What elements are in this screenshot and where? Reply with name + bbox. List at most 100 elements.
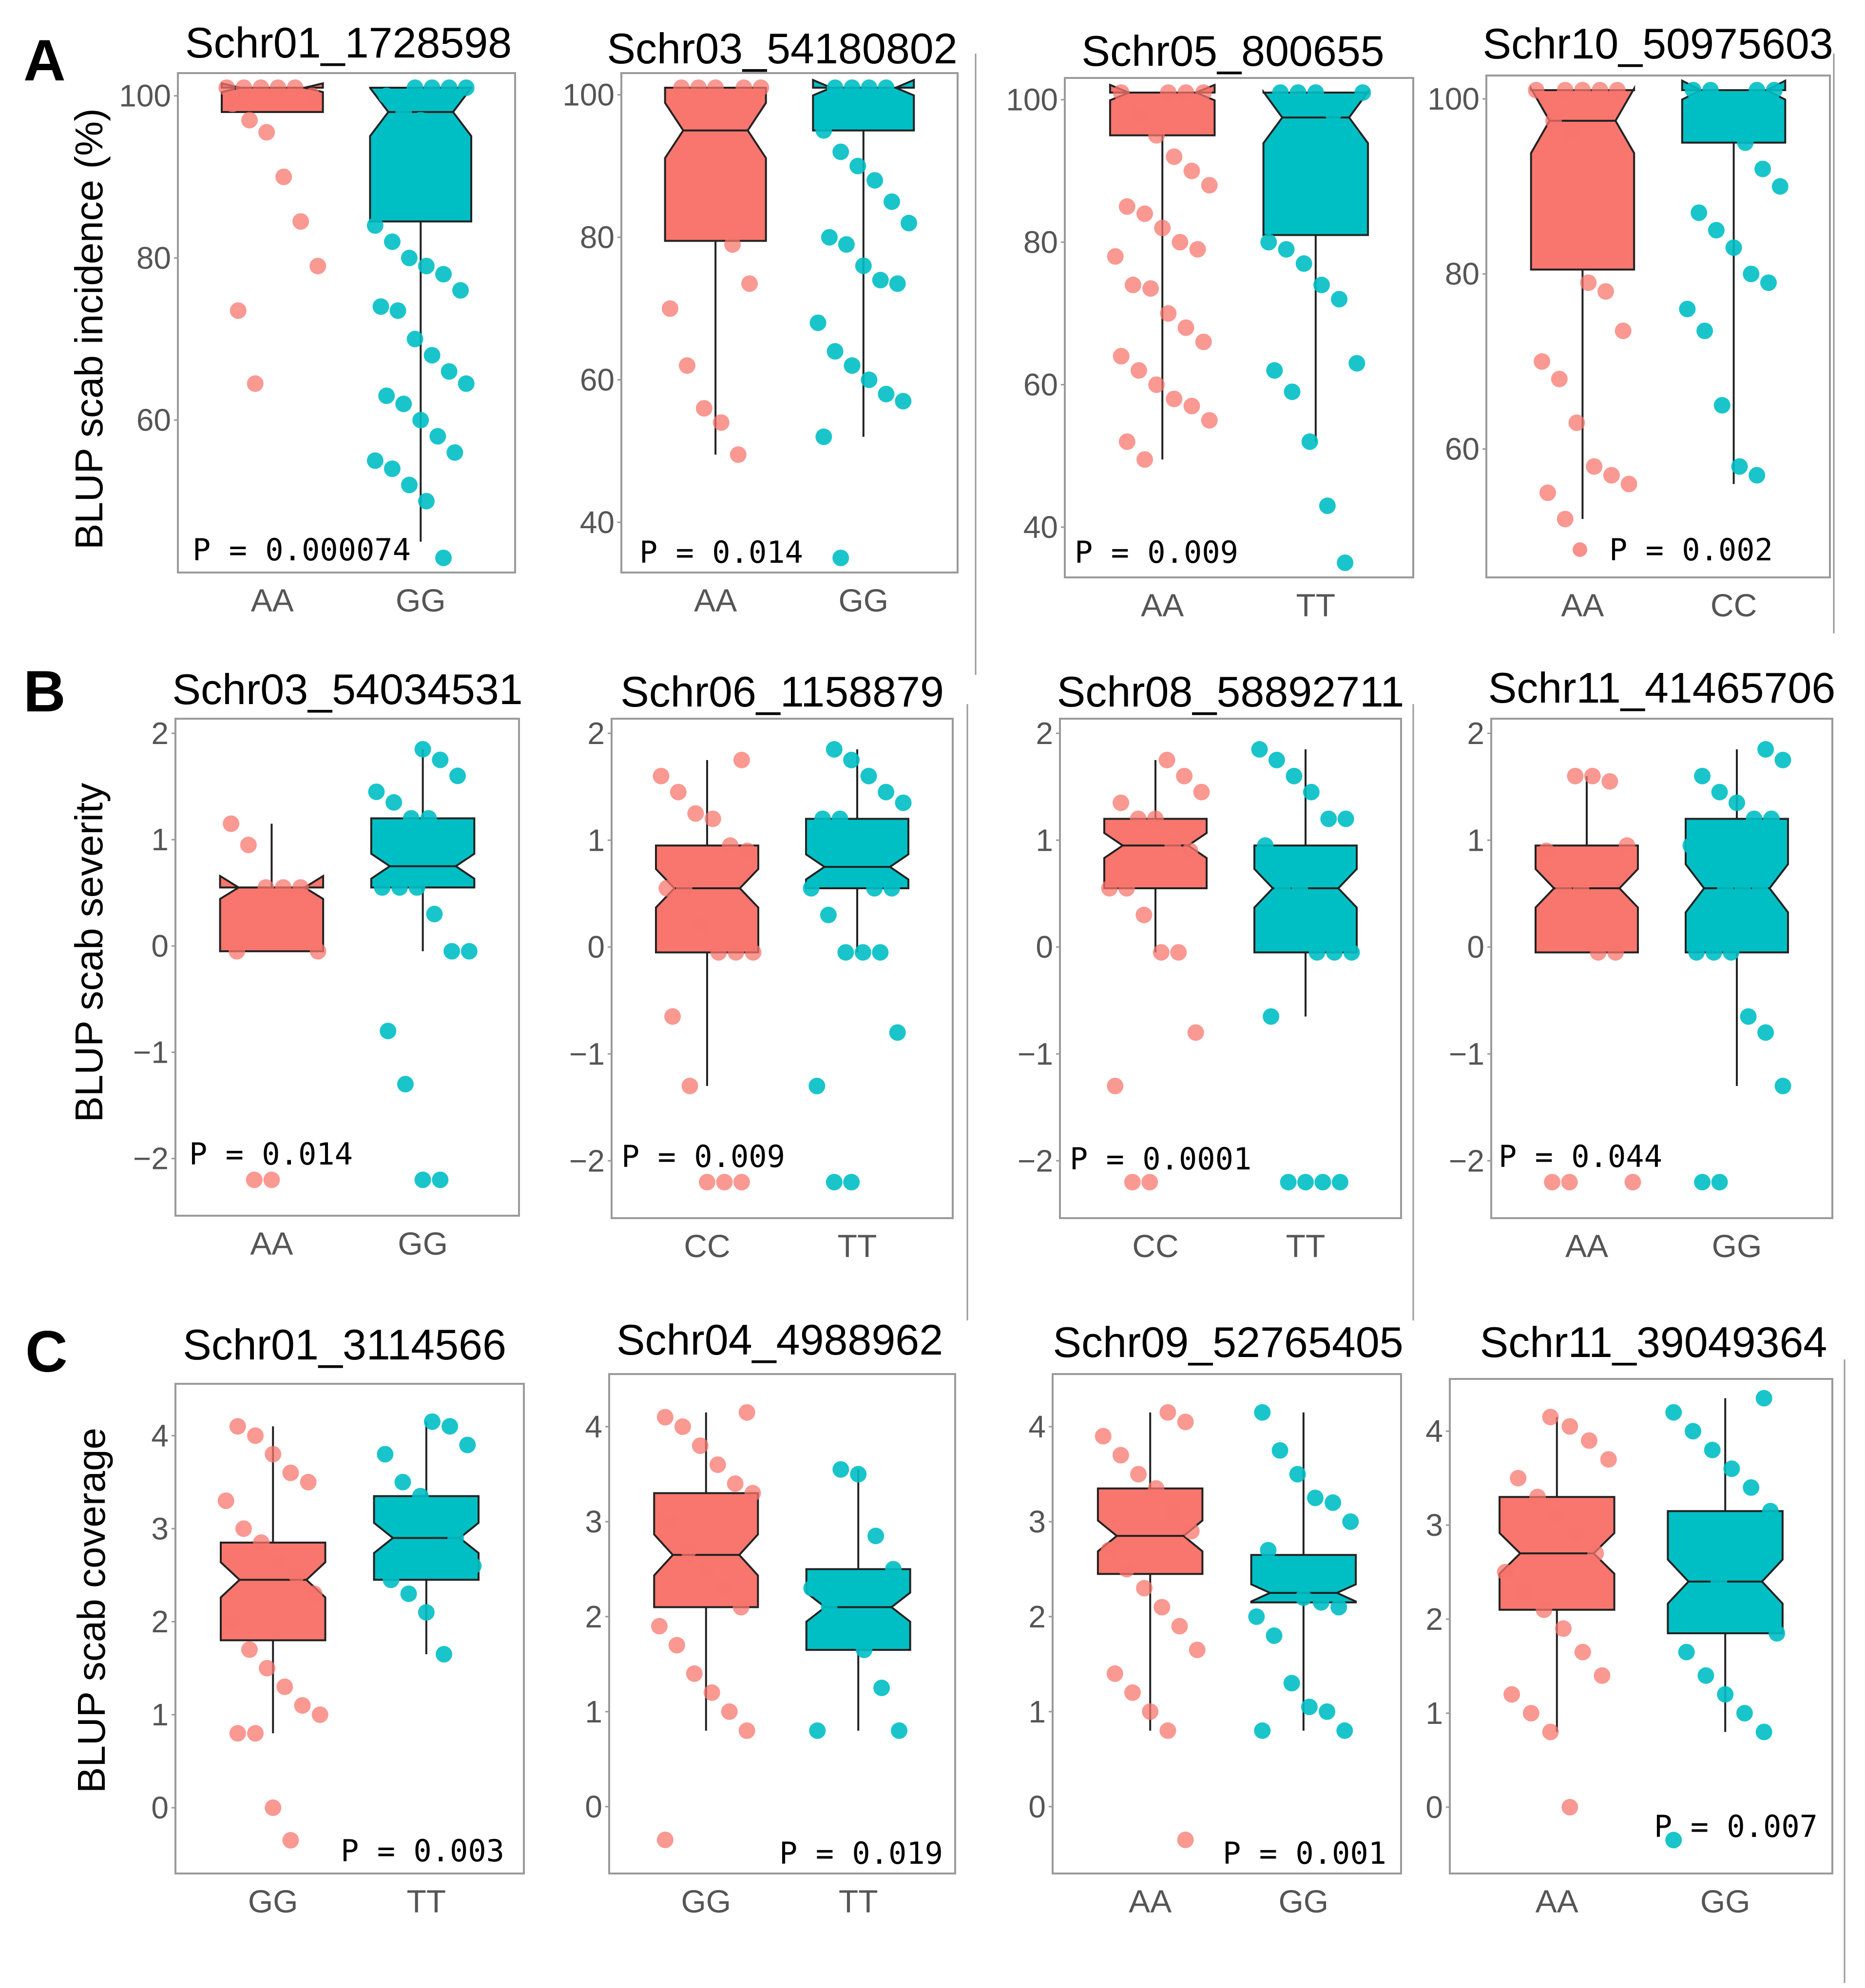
y-tick-label: 80: [580, 220, 615, 255]
data-point: [455, 842, 472, 859]
data-point: [724, 236, 741, 253]
data-point: [843, 751, 860, 768]
box: [1535, 844, 1639, 954]
data-point: [1325, 105, 1342, 122]
data-point: [1557, 82, 1574, 98]
data-point: [1160, 84, 1177, 101]
y-tick-label: 1: [1036, 822, 1053, 858]
data-point: [429, 128, 446, 145]
data-point: [1177, 84, 1194, 101]
data-point: [1124, 1684, 1141, 1701]
data-point: [1755, 1390, 1772, 1407]
data-point: [707, 79, 724, 96]
boxplot-schr03-54180802: Schr03_54180802 40 60 80 100 AA GG P = 0.014: [562, 24, 959, 618]
data-point: [1274, 880, 1291, 897]
data-point: [1697, 1667, 1714, 1684]
data-point: [1124, 1174, 1141, 1191]
data-point: [408, 879, 425, 896]
data-point: [406, 330, 423, 347]
data-point: [452, 282, 469, 299]
data-point: [1548, 1507, 1565, 1524]
data-point: [412, 1488, 429, 1505]
data-point: [1170, 944, 1187, 961]
data-point: [674, 1418, 691, 1435]
data-point: [1257, 837, 1274, 854]
data-point: [1100, 1542, 1117, 1559]
data-point: [282, 1464, 299, 1481]
plot-title: Schr08_58892711: [1057, 668, 1404, 716]
x-category-label: AA: [1561, 587, 1604, 623]
data-point: [1557, 511, 1574, 528]
data-point: [1529, 1489, 1546, 1506]
data-point: [1534, 353, 1551, 370]
box: [805, 1568, 911, 1651]
group-gg: [1682, 741, 1791, 1191]
plot-title: Schr03_54034531: [172, 665, 522, 713]
data-point: [218, 79, 235, 96]
data-point: [1665, 1832, 1682, 1849]
data-point: [1522, 1705, 1539, 1721]
data-point: [1587, 1545, 1604, 1562]
data-point: [1539, 484, 1556, 501]
data-point: [263, 1171, 280, 1188]
data-point: [675, 880, 692, 897]
data-point: [389, 302, 406, 319]
data-point: [1118, 1561, 1135, 1578]
boxplot-schr01-1728598: Schr01_1728598 60 80 100 AA GG P = 0.000074: [119, 19, 516, 618]
data-point: [259, 1660, 276, 1677]
data-point: [1154, 219, 1171, 236]
data-point: [252, 79, 269, 96]
data-point: [1172, 234, 1189, 250]
y-tick-label: −1: [133, 1035, 169, 1070]
data-point: [438, 837, 455, 854]
data-point: [1248, 1608, 1265, 1625]
data-point: [412, 412, 429, 429]
data-point: [1497, 1564, 1514, 1581]
data-point: [443, 943, 461, 960]
data-point: [712, 414, 730, 431]
p-value-label: P = 0.009: [621, 1139, 785, 1174]
data-point: [1723, 944, 1740, 961]
plot-title: Schr11_41465706: [1488, 664, 1836, 712]
y-tick-label: 3: [585, 1504, 602, 1539]
data-point: [1536, 1601, 1553, 1618]
data-point: [1297, 1174, 1314, 1191]
boxplot-schr05-800655: Schr05_800655 40 60 80 100 AA TT P = 0.009: [1006, 27, 1414, 623]
y-tick-label: 2: [585, 1599, 602, 1634]
data-point: [1266, 1627, 1283, 1644]
group-cc: [1101, 751, 1210, 1191]
box: [664, 87, 767, 242]
x-category-label: GG: [1712, 1228, 1762, 1264]
data-point: [1260, 234, 1277, 250]
y-tick-label: 100: [562, 77, 615, 113]
data-point: [1278, 241, 1295, 258]
data-point: [1171, 1618, 1188, 1635]
data-point: [275, 169, 292, 185]
data-point: [809, 1722, 826, 1739]
data-point: [374, 879, 391, 896]
data-point: [1283, 1675, 1300, 1692]
x-category-label: TT: [1296, 587, 1335, 623]
data-point: [418, 258, 435, 274]
x-category-label: AA: [694, 582, 737, 618]
data-point: [465, 1557, 482, 1574]
data-point: [1101, 880, 1118, 897]
group-gg: [217, 1418, 328, 1849]
data-point: [1343, 944, 1360, 961]
y-tick-label: 40: [1023, 510, 1058, 545]
data-point: [1289, 84, 1307, 101]
data-point: [311, 1706, 328, 1723]
plot-title: Schr06_1158879: [620, 668, 944, 716]
box: [1262, 89, 1369, 236]
data-point: [1620, 476, 1637, 493]
y-tick-label: 2: [1036, 716, 1053, 751]
data-point: [1183, 1523, 1200, 1540]
group-tt: [803, 741, 912, 1191]
data-point: [1118, 880, 1135, 897]
data-point: [1260, 1542, 1277, 1559]
data-point: [1594, 1667, 1611, 1684]
data-point: [1113, 84, 1130, 101]
data-point: [656, 1409, 673, 1426]
data-point: [826, 741, 843, 758]
data-point: [1685, 1423, 1701, 1440]
